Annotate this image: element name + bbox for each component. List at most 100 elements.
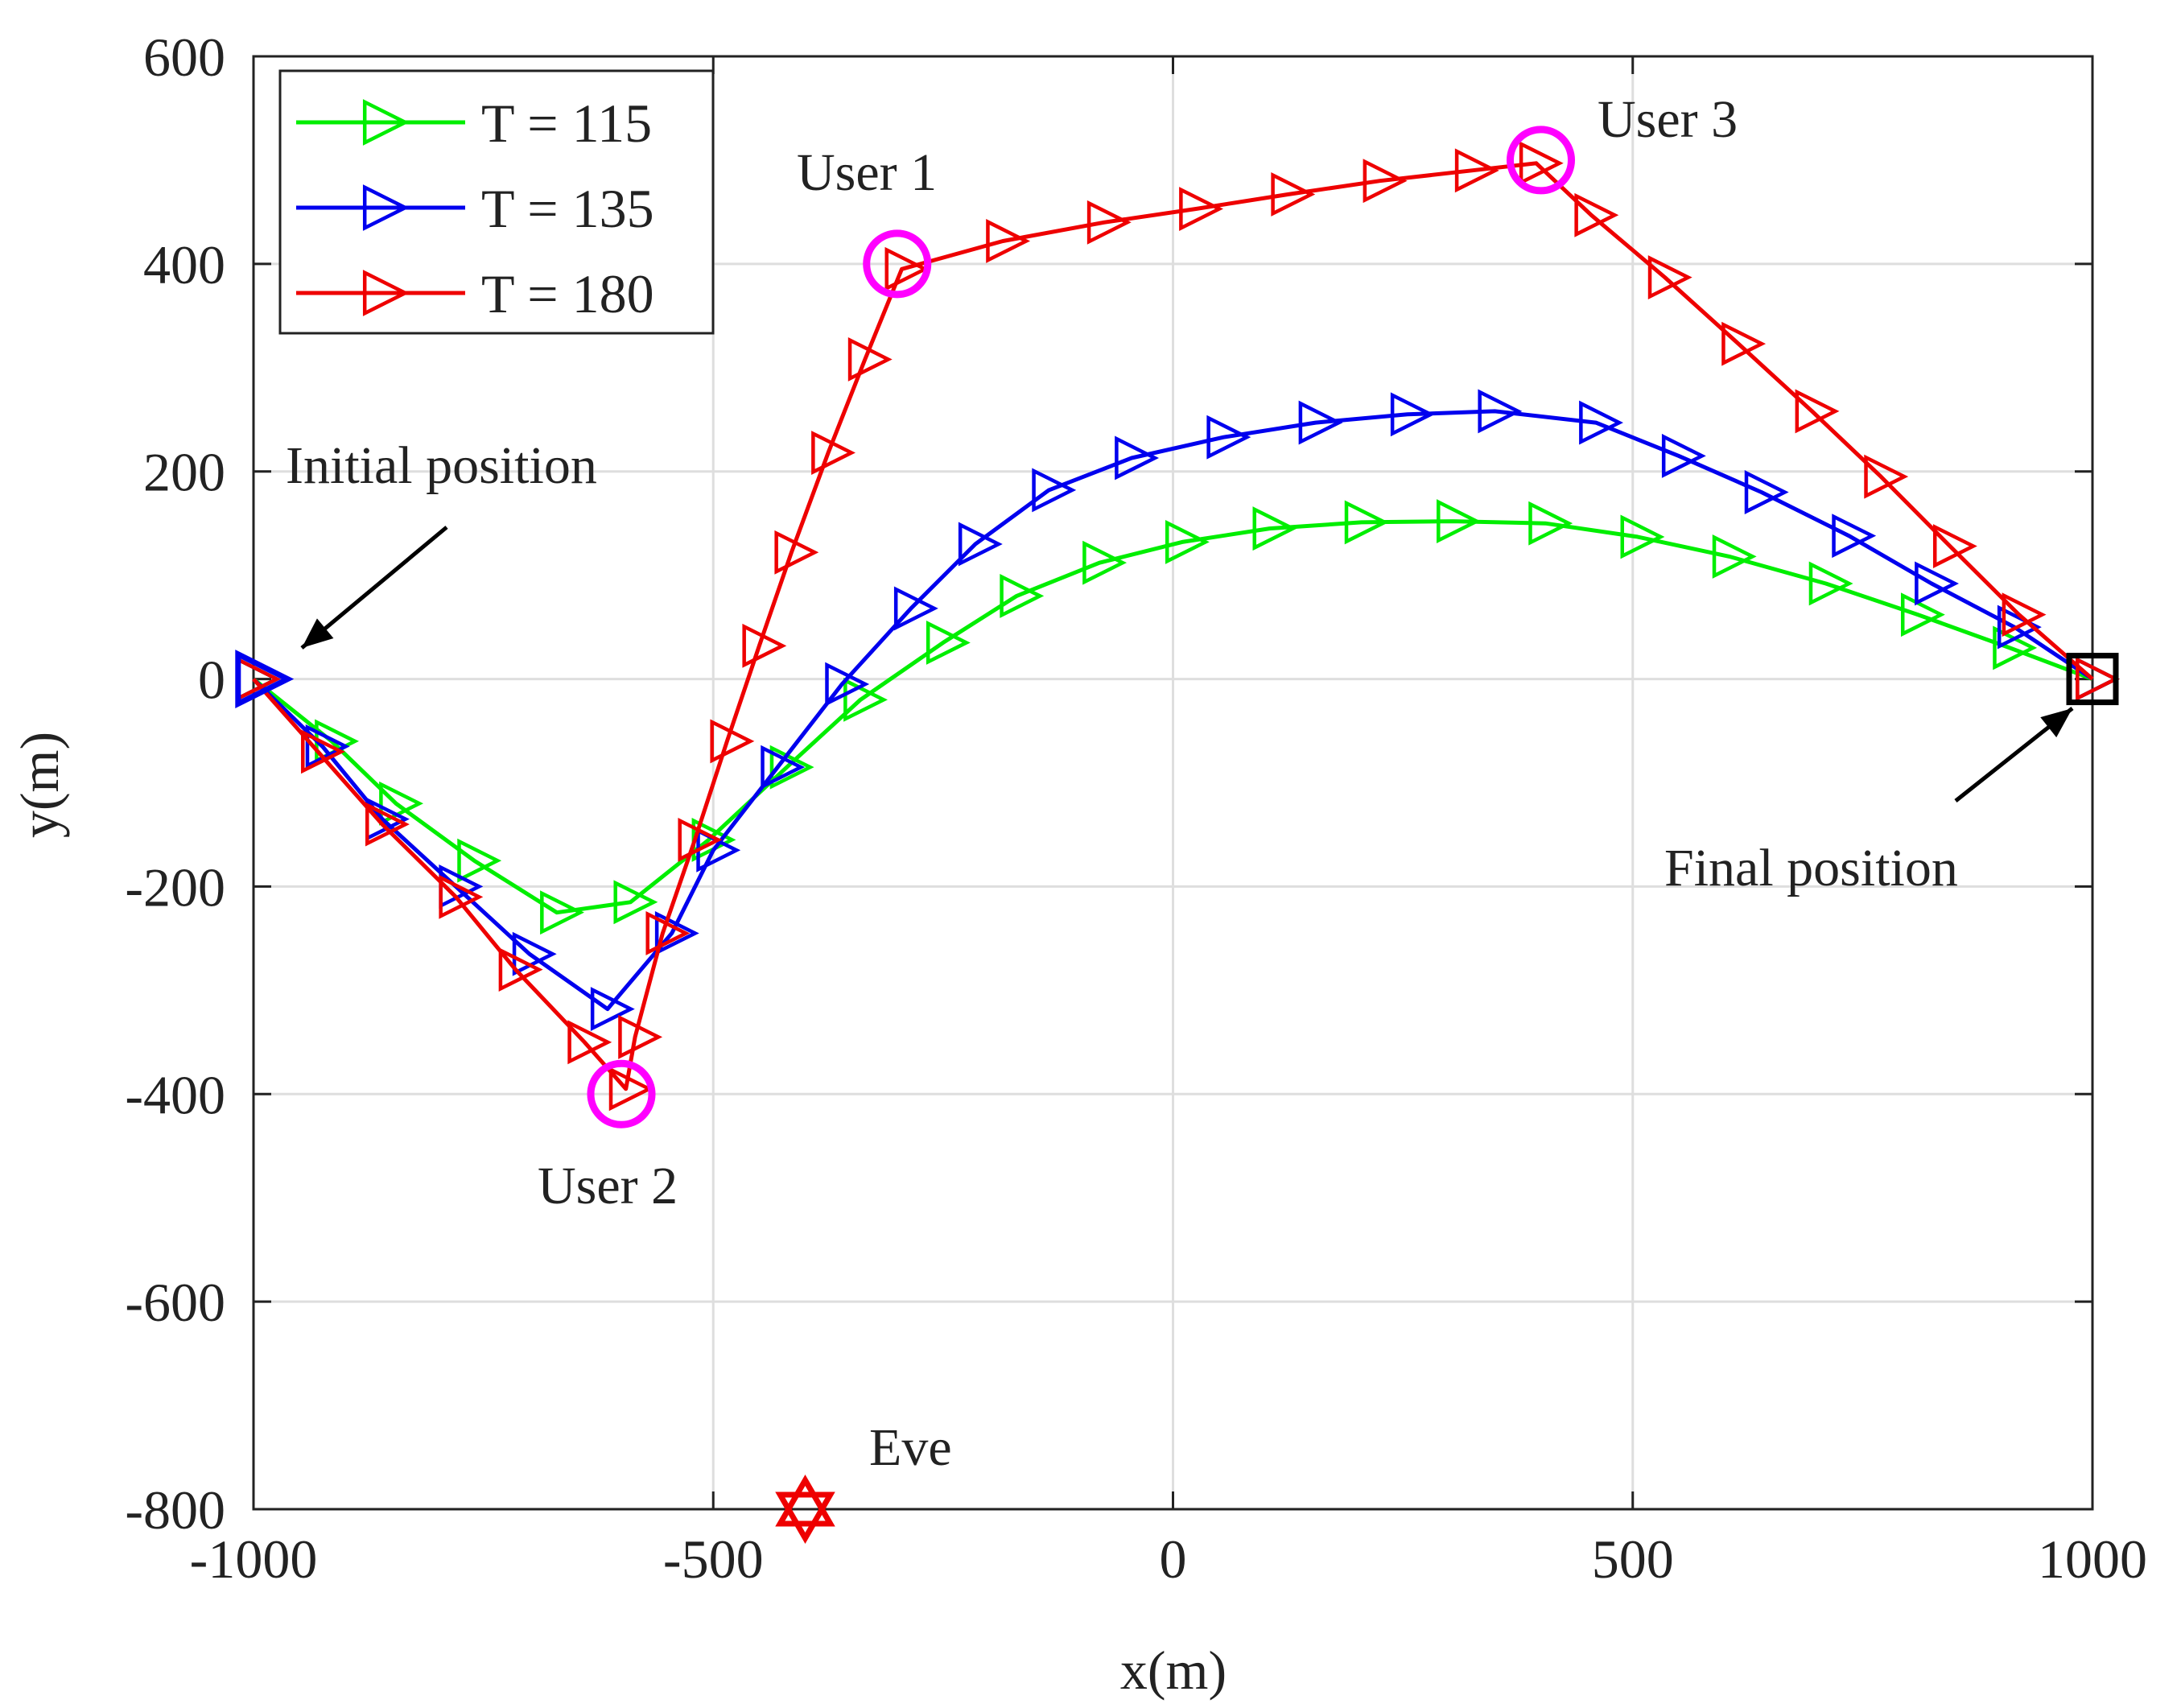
legend-marker	[362, 270, 410, 316]
series-point	[1000, 573, 1045, 618]
series-point	[1390, 392, 1435, 437]
series-point	[2076, 657, 2120, 702]
series-point	[1915, 561, 1959, 606]
y-tick-label: -400	[125, 1064, 225, 1125]
series-point	[1298, 400, 1343, 445]
final-marker	[2066, 653, 2119, 706]
series-point	[1271, 172, 1316, 217]
annotation-label: User 3	[1598, 90, 1738, 149]
series-point	[2002, 592, 2047, 637]
legend-box	[278, 69, 715, 335]
arrow-head	[302, 618, 334, 648]
x-tick-label: 500	[1592, 1529, 1674, 1590]
legend-item: T = 135	[296, 178, 654, 239]
series-point	[1437, 499, 1481, 544]
legend-label: T = 180	[481, 263, 654, 324]
series-line	[252, 409, 2094, 1012]
series-point	[1252, 506, 1297, 551]
legend-label: T = 115	[481, 93, 652, 154]
annotation-label: User 2	[538, 1157, 678, 1215]
y-tick-label: 200	[143, 442, 225, 503]
series-point	[926, 621, 971, 665]
series-point	[365, 802, 410, 847]
x-tick-labels: -1000 -500 0 500 1000	[190, 1529, 2147, 1590]
series-point	[1795, 389, 1840, 434]
legend-marker	[362, 99, 410, 146]
series-point	[567, 1020, 612, 1065]
series-point	[1997, 604, 2042, 650]
series-point	[811, 431, 855, 475]
y-tick-label: 0	[198, 650, 225, 711]
series-point	[301, 729, 345, 774]
series-point	[1932, 524, 1977, 568]
series-point	[1206, 415, 1251, 460]
series-point	[1179, 187, 1223, 231]
legend-marker	[362, 184, 410, 231]
series-point	[457, 838, 502, 883]
x-tick-label: -500	[663, 1529, 764, 1590]
legend-label: T = 135	[481, 178, 654, 239]
series-point	[512, 931, 557, 976]
series-point	[1086, 200, 1132, 245]
y-tick-label: -200	[125, 856, 225, 918]
annotation-labels: User 1 User 2 User 3 Eve Initial position Fin…	[286, 90, 1958, 1477]
series-point	[986, 219, 1031, 263]
series-point	[1647, 255, 1692, 300]
series-point	[1620, 514, 1665, 559]
series-point	[774, 530, 819, 575]
series-point	[1519, 141, 1564, 186]
series-point	[1808, 561, 1853, 606]
series-line	[252, 161, 2094, 1091]
series-point	[847, 337, 893, 382]
series-point	[825, 662, 870, 707]
y-tick-label: -600	[125, 1272, 225, 1333]
user-marker	[863, 229, 932, 299]
series-point	[1082, 540, 1128, 585]
series-point	[1864, 454, 1909, 499]
legend: T = 115 T = 135 T = 180	[278, 69, 715, 335]
series-point	[1478, 389, 1523, 434]
series-point	[1721, 321, 1767, 366]
series-point	[769, 745, 814, 790]
legend-item: T = 180	[296, 263, 654, 324]
y-axis-label: y(m)	[9, 732, 70, 838]
series-layer	[237, 141, 2120, 1112]
series-point	[305, 724, 350, 769]
arrow-head	[2040, 708, 2072, 738]
series-point	[590, 987, 635, 1032]
arrow-shaft	[300, 526, 448, 650]
series-point	[1454, 148, 1499, 193]
annotation-label: User 1	[797, 143, 937, 202]
series-point	[1574, 192, 1619, 237]
user-marker	[1507, 126, 1575, 195]
series-point	[439, 874, 484, 919]
series-point	[498, 947, 543, 992]
x-tick-label: 1000	[2038, 1529, 2147, 1590]
axes: -1000 -500 0 500 1000 600 400 200 0 -200 -400 -600…	[125, 27, 2147, 1590]
series-point	[1363, 159, 1408, 204]
series-point	[608, 1066, 653, 1112]
eve-marker	[775, 1475, 835, 1527]
series-point	[618, 1014, 663, 1059]
series-point	[843, 677, 888, 722]
eve-marker	[775, 1491, 835, 1544]
series-point	[1165, 519, 1210, 564]
tick-marks	[252, 55, 2094, 1511]
y-tick-labels: 600 400 200 0 -200 -400 -600 -800	[125, 27, 225, 1541]
series-point	[540, 890, 584, 935]
series-point	[654, 911, 699, 955]
series-t180	[237, 141, 2120, 1112]
y-tick-label: -800	[125, 1479, 225, 1541]
series-point	[1832, 514, 1877, 559]
series-point	[1528, 501, 1573, 546]
series-point	[884, 246, 930, 291]
annotation-label: Initial position	[286, 436, 597, 495]
x-tick-label: -1000	[190, 1529, 318, 1590]
series-point	[379, 781, 424, 826]
series-point	[1900, 592, 1945, 637]
series-point	[1661, 433, 1706, 478]
series-point	[1115, 435, 1160, 481]
initial-marker	[235, 650, 295, 709]
annotation-label: Final position	[1664, 839, 1958, 897]
